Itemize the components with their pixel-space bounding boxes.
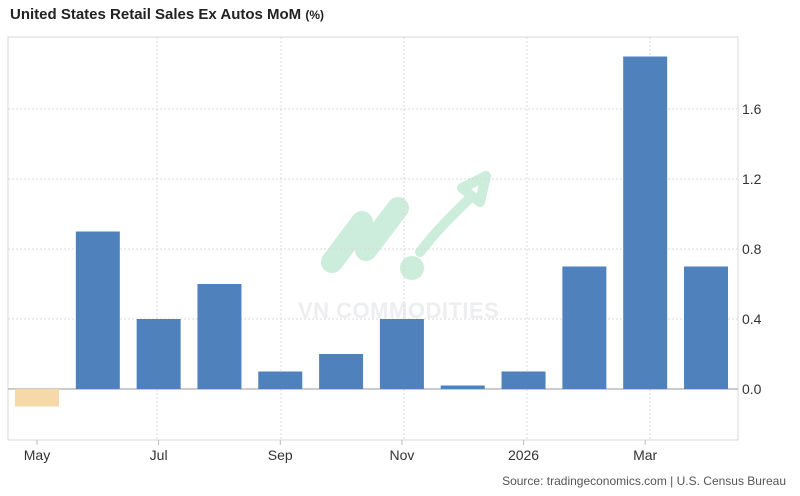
watermark-logo: VN COMMODITIES	[298, 171, 499, 323]
bar-apr	[684, 266, 728, 389]
x-tick-label: Sep	[268, 447, 293, 463]
bars	[15, 56, 728, 407]
chart-title: United States Retail Sales Ex Autos MoM …	[10, 6, 324, 23]
chart-title-text: United States Retail Sales Ex Autos MoM	[10, 6, 302, 23]
source-note: Source: tradingeconomics.com | U.S. Cens…	[502, 474, 786, 488]
chart-title-unit: (%)	[305, 8, 325, 22]
plot-border	[7, 36, 739, 441]
bar-jun	[75, 231, 120, 389]
bar-sep	[258, 371, 303, 389]
y-tick-label: 1.6	[742, 101, 762, 117]
y-tick-label: 0.0	[742, 381, 762, 397]
bar-nov	[379, 319, 424, 389]
x-tick-label: May	[24, 447, 50, 463]
y-axis-ticks: 0.0 0.4 0.8 1.2 1.6	[742, 101, 762, 397]
x-tick-label: Mar	[633, 447, 657, 463]
bar-may	[15, 389, 59, 407]
grid-lines	[7, 36, 739, 441]
bar-dec	[440, 385, 485, 389]
bar-feb	[562, 266, 607, 389]
bar-mar	[623, 56, 668, 389]
bar-oct	[319, 354, 364, 389]
x-tick-label: 2026	[508, 447, 539, 463]
bar-2026	[501, 371, 546, 389]
bar-jul	[136, 319, 181, 389]
y-tick-label: 1.2	[742, 171, 762, 187]
bar-aug	[197, 284, 242, 389]
x-axis-ticks: May Jul Sep Nov 2026 Mar	[24, 440, 658, 463]
y-tick-label: 0.8	[742, 241, 762, 257]
watermark-stroke	[355, 197, 409, 261]
x-tick-label: Nov	[389, 447, 414, 463]
y-tick-label: 0.4	[742, 311, 762, 327]
x-tick-label: Jul	[150, 447, 168, 463]
watermark-dot	[400, 256, 424, 280]
watermark-stroke	[321, 211, 373, 273]
watermark-arrow	[415, 171, 491, 257]
